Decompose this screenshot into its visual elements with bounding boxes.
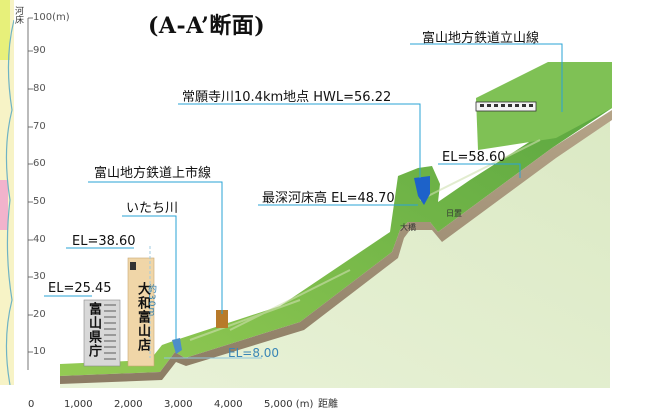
prefecture-office-label: 富山県庁 [86,302,101,358]
kamiichi-line-embankment [216,310,228,328]
joganji-river-water [414,176,430,205]
y-tick: 70 [33,121,46,132]
x-tick: 1,000 [64,399,93,410]
y-tick: 40 [33,234,46,245]
y-tick: 80 [33,83,46,94]
itachi-river-label: いたち川 [126,201,179,216]
el5860-leader [438,163,521,178]
x-tick: 5,000 (m) [264,399,314,410]
tateyama-line-train [475,101,537,112]
kamiichi-line-label: 富山地方鉄道上市線 [94,166,212,181]
y-tick: 60 [33,158,46,169]
joganji-point-label: 常願寺川10.4km地点 HWL=56.22 [182,90,392,105]
y-tick-top: 100(m) [33,12,70,23]
tateyama-line-label: 富山地方鉄道立山線 [422,31,540,46]
y-tick: 50 [33,196,46,207]
y-tick: 30 [33,271,46,282]
el-3860-label: EL=38.60 [72,234,136,249]
itachi-river-channel [172,338,182,354]
y-tick: 90 [33,45,46,56]
joganji-leader [178,103,421,178]
x-tick: 4,000 [214,399,243,410]
itachi-leader [122,215,177,340]
dimension-label: 約30m [146,284,156,318]
left-decorative-strip [0,0,14,385]
small-place-label-right: 日置 [446,209,462,218]
upper-plateau [476,62,612,150]
small-place-label-left: 大橋 [400,223,416,232]
y-axis-label: 河床 [13,6,23,24]
daiwa-store-label: 大和富山店 [135,282,150,352]
section-title: (A-A’断面) [148,13,266,39]
kamiichi-leader [88,181,223,314]
el-800-label: EL=8.00 [228,346,280,360]
el-2545-label: EL=25.45 [48,281,112,296]
section-front-face [60,112,610,388]
tateyama-leader [410,43,563,112]
x-tick: 2,000 [114,399,143,410]
el-5860-label: EL=58.60 [442,150,506,165]
deepest-bed-label: 最深河床高 EL=48.70 [262,191,395,206]
y-tick: 10 [33,346,46,357]
x-tick: 3,000 [164,399,193,410]
prefecture-office-building [83,299,121,367]
y-tick: 20 [33,309,46,320]
x-tick: 0 [28,399,35,410]
x-axis-unit: 距離 [318,399,338,410]
